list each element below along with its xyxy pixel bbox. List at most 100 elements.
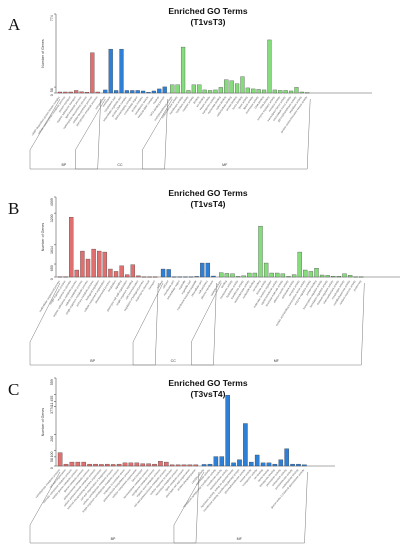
- bar-mf: [235, 276, 241, 278]
- bar-mf: [229, 80, 234, 94]
- y-tick-label: 559: [50, 379, 54, 385]
- bar-bp: [105, 463, 110, 467]
- bar-bp: [75, 461, 81, 467]
- bar-mf: [302, 464, 307, 467]
- group-label: MF: [274, 359, 280, 363]
- y-tick-label: 411: [50, 402, 54, 408]
- bar-mf: [272, 463, 278, 467]
- bar-cc: [177, 276, 183, 278]
- category-label: nucleus: [152, 95, 161, 105]
- bar-mf: [331, 276, 336, 278]
- bar-bp: [136, 275, 141, 278]
- bar-mf: [219, 456, 225, 467]
- bar-bp: [95, 91, 100, 94]
- bar-cc: [166, 269, 171, 278]
- group-bracket: [75, 98, 168, 170]
- bar-bp: [57, 276, 63, 278]
- bar-mf: [278, 90, 283, 94]
- bar-bp: [93, 463, 98, 467]
- bar-mf: [249, 461, 254, 467]
- bar-bp: [153, 276, 158, 278]
- bar-bp: [125, 274, 130, 278]
- bar-cc: [162, 86, 167, 94]
- bar-bp: [181, 464, 187, 467]
- bar-mf: [170, 84, 175, 94]
- bar-mf: [230, 273, 235, 278]
- bar-bp: [57, 452, 63, 467]
- panel-b: B Enriched GO Terms(T1vsT4) 0 650 1614 3200 40…: [8, 188, 400, 366]
- bar-mf: [256, 89, 261, 94]
- bar-cc: [183, 276, 188, 278]
- bar-bp: [102, 251, 107, 278]
- bar-mf: [225, 395, 230, 467]
- group-label: BP: [111, 537, 116, 541]
- bar-mf: [353, 276, 358, 278]
- bar-mf: [224, 79, 229, 94]
- bar-mf: [272, 89, 277, 94]
- bar-bp: [113, 271, 119, 278]
- bar-mf: [308, 271, 314, 278]
- bar-bp: [193, 464, 199, 467]
- bar-bp: [187, 464, 193, 467]
- bar-mf: [266, 462, 272, 467]
- bar-cc: [135, 90, 140, 94]
- group-label: MF: [222, 163, 228, 167]
- bar-mf: [197, 84, 202, 94]
- bar-mf: [234, 83, 240, 94]
- bar-bp: [175, 464, 181, 467]
- bar-bp: [169, 464, 175, 467]
- bar-mf: [180, 46, 186, 94]
- bar-mf: [342, 273, 347, 278]
- bar-mf: [284, 448, 289, 467]
- y-tick-label: 3200: [50, 214, 54, 222]
- bar-mf: [237, 459, 242, 467]
- category-label: cAMP-dependent protein kinase complex: [30, 95, 61, 137]
- y-tick-label: 650: [50, 265, 54, 271]
- y-axis-label: Number of Genes: [41, 39, 45, 68]
- bar-mf: [218, 87, 223, 94]
- bar-mf: [243, 423, 248, 467]
- bar-cc: [194, 276, 199, 278]
- bar-bp: [110, 464, 116, 467]
- bar-mf: [278, 459, 284, 467]
- bar-bp: [130, 264, 135, 278]
- bar-bp: [134, 462, 140, 467]
- bar-mf: [336, 276, 342, 278]
- bar-bp: [147, 276, 152, 278]
- bar-bp: [164, 461, 169, 467]
- bar-mf: [261, 89, 267, 94]
- bar-bp: [63, 91, 68, 94]
- y-tick-label: 200: [50, 436, 54, 442]
- bar-bp: [146, 463, 151, 467]
- chart-title: Enriched GO Terms: [168, 6, 247, 16]
- category-label: signaling: [114, 279, 123, 290]
- chart-subtitle: (T1vsT3): [191, 17, 226, 27]
- bar-mf: [291, 274, 297, 278]
- bar-mf: [263, 262, 269, 278]
- bar-mf: [297, 251, 302, 278]
- category-label: membrane: [101, 95, 112, 108]
- y-tick-label: 0: [50, 94, 54, 96]
- group-bracket: [29, 471, 200, 544]
- bar-mf: [269, 272, 274, 278]
- group-bracket: [29, 282, 159, 366]
- y-tick-label: 58: [50, 458, 54, 462]
- y-tick-label: 0: [50, 467, 54, 469]
- group-bracket: [173, 471, 308, 544]
- chart-title: Enriched GO Terms: [168, 378, 247, 388]
- y-tick-label: 58: [50, 88, 54, 92]
- bar-bp: [74, 90, 79, 94]
- bar-mf: [191, 84, 196, 94]
- bar-mf: [359, 276, 364, 278]
- bar-cc: [200, 262, 205, 278]
- group-label: MF: [237, 537, 243, 541]
- category-label: binding: [192, 95, 200, 105]
- bar-mf: [213, 456, 219, 467]
- bar-bp: [85, 258, 91, 278]
- panel-label: C: [8, 380, 19, 399]
- bar-cc: [160, 268, 166, 278]
- category-label: ion binding: [251, 279, 261, 292]
- bar-mf: [325, 275, 330, 278]
